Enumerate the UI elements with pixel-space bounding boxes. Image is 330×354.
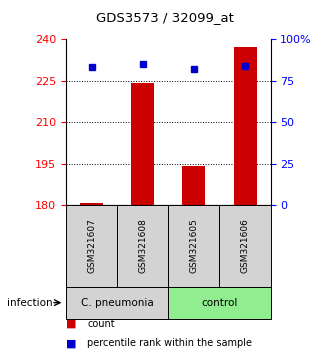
Text: GSM321608: GSM321608 (138, 218, 147, 274)
Bar (80, 202, 103, 205)
Text: percentile rank within the sample: percentile rank within the sample (87, 338, 252, 348)
Text: GDS3573 / 32099_at: GDS3573 / 32099_at (96, 11, 234, 24)
Text: ■: ■ (66, 338, 77, 348)
Bar (131, 83, 154, 205)
Text: C. pneumonia: C. pneumonia (81, 298, 153, 308)
Text: control: control (201, 298, 238, 308)
Bar (234, 47, 256, 205)
Text: GSM321607: GSM321607 (87, 218, 96, 274)
Text: GSM321606: GSM321606 (241, 218, 249, 274)
Text: count: count (87, 319, 115, 329)
Text: GSM321605: GSM321605 (189, 218, 198, 274)
Text: infection: infection (7, 298, 52, 308)
Bar (182, 166, 205, 205)
Text: ■: ■ (66, 319, 77, 329)
